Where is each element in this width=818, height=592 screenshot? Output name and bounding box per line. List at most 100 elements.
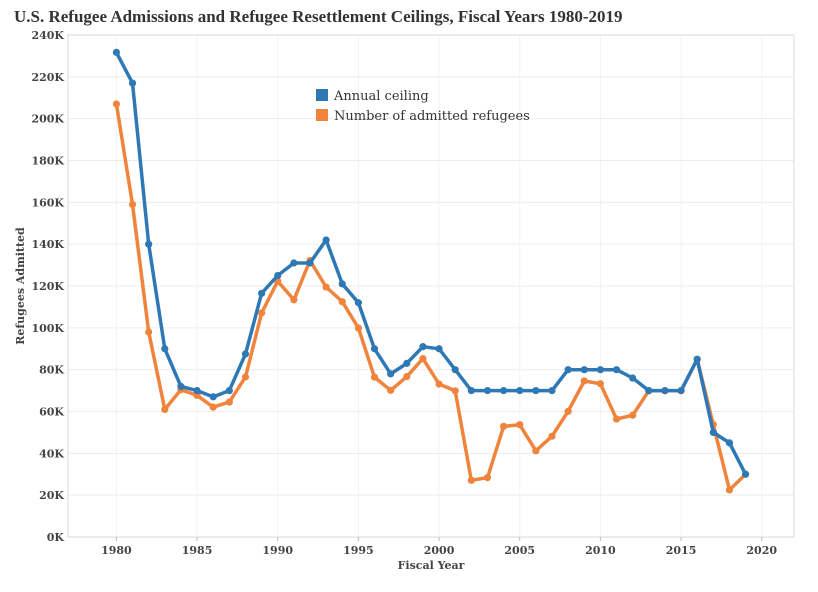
y-axis-title: Refugees Admitted [14, 227, 27, 345]
data-point[interactable] [564, 407, 572, 415]
data-point[interactable] [112, 48, 120, 56]
data-point[interactable] [564, 366, 572, 374]
x-tick-label: 2015 [666, 544, 697, 557]
data-point[interactable] [258, 289, 266, 297]
plot-area [67, 34, 795, 538]
series-0 [112, 48, 750, 478]
data-point[interactable] [516, 421, 524, 429]
data-point[interactable] [403, 359, 411, 367]
data-point[interactable] [532, 447, 540, 455]
data-point[interactable] [612, 415, 621, 423]
x-tick-label: 1995 [343, 544, 374, 557]
data-point[interactable] [645, 386, 653, 395]
data-point[interactable] [370, 345, 379, 353]
data-point[interactable] [370, 373, 379, 381]
data-point[interactable] [128, 79, 137, 87]
y-tick-label: 220K [31, 71, 64, 84]
data-point[interactable] [629, 374, 637, 382]
data-point[interactable] [725, 439, 734, 447]
data-point[interactable] [693, 355, 701, 363]
data-point[interactable] [225, 386, 233, 395]
data-point[interactable] [161, 345, 169, 353]
y-tick-label: 0K [47, 531, 65, 544]
data-point[interactable] [128, 200, 137, 209]
data-point[interactable] [209, 403, 217, 411]
data-point[interactable] [580, 366, 588, 374]
y-tick-label: 180K [31, 155, 64, 168]
data-point[interactable] [209, 393, 217, 401]
chart-title: U.S. Refugee Admissions and Refugee Rese… [14, 7, 623, 26]
data-point[interactable] [241, 373, 250, 381]
y-tick-label: 100K [31, 322, 64, 335]
data-point[interactable] [467, 386, 475, 395]
data-point[interactable] [338, 280, 346, 288]
data-point[interactable] [500, 422, 508, 430]
x-axis: 1980 1985 1990 1995 2000 2005 2010 2015 2020 [101, 537, 777, 557]
data-point[interactable] [596, 366, 605, 374]
data-point[interactable] [435, 380, 443, 388]
data-point[interactable] [193, 386, 201, 395]
data-point[interactable] [225, 398, 233, 406]
data-point[interactable] [322, 283, 330, 291]
y-tick-label: 20K [39, 489, 64, 502]
series-1 [112, 100, 750, 494]
data-point[interactable] [532, 386, 540, 395]
x-tick-label: 1980 [101, 544, 132, 557]
data-point[interactable] [516, 386, 524, 395]
data-point[interactable] [661, 386, 669, 395]
data-point[interactable] [548, 432, 556, 440]
data-point[interactable] [145, 328, 153, 336]
data-point[interactable] [419, 343, 427, 351]
data-point[interactable] [112, 100, 120, 108]
data-point[interactable] [677, 386, 685, 395]
data-point[interactable] [354, 324, 362, 332]
data-point[interactable] [290, 296, 298, 304]
data-point[interactable] [451, 366, 459, 374]
data-point[interactable] [258, 309, 266, 317]
legend-item-annual-ceiling[interactable]: Annual ceiling [316, 89, 429, 104]
data-point[interactable] [306, 259, 314, 267]
y-axis: 0K 20K 40K 60K 80K 100K 120K 140K 160K 180K 200K 22… [31, 29, 64, 544]
data-point[interactable] [387, 370, 395, 378]
data-point[interactable] [145, 240, 153, 248]
data-point[interactable] [435, 345, 443, 353]
data-point[interactable] [354, 299, 362, 307]
y-tick-label: 60K [39, 406, 64, 419]
x-tick-label: 1990 [262, 544, 293, 557]
data-point[interactable] [403, 372, 411, 381]
data-point[interactable] [629, 411, 637, 419]
data-point[interactable] [742, 470, 750, 478]
series-line [114, 102, 748, 492]
data-point[interactable] [596, 380, 605, 388]
data-point[interactable] [500, 386, 508, 395]
y-tick-label: 200K [31, 113, 64, 126]
data-point[interactable] [451, 387, 459, 395]
data-point[interactable] [725, 486, 734, 494]
data-point[interactable] [274, 271, 282, 280]
data-point[interactable] [338, 298, 346, 306]
data-point[interactable] [387, 386, 395, 394]
y-tick-label: 140K [31, 238, 64, 251]
data-point[interactable] [161, 405, 169, 414]
data-point[interactable] [483, 473, 492, 482]
x-tick-label: 1985 [182, 544, 213, 557]
data-point[interactable] [548, 386, 556, 395]
data-point[interactable] [177, 382, 185, 390]
data-point[interactable] [467, 476, 475, 484]
data-point[interactable] [290, 259, 298, 267]
data-point[interactable] [580, 377, 588, 385]
legend[interactable]: Annual ceiling Number of admitted refuge… [316, 89, 530, 124]
data-point[interactable] [241, 350, 250, 358]
x-tick-label: 2010 [585, 544, 616, 557]
data-point[interactable] [612, 366, 621, 374]
x-tick-label: 2005 [504, 544, 535, 557]
y-tick-label: 240K [31, 29, 64, 42]
data-point[interactable] [322, 236, 330, 244]
data-point[interactable] [419, 354, 427, 363]
data-point[interactable] [483, 386, 492, 395]
data-point[interactable] [709, 428, 717, 437]
series [112, 48, 750, 494]
legend-item-admitted-refugees[interactable]: Number of admitted refugees [316, 109, 530, 124]
legend-swatch-annual-ceiling [316, 89, 328, 101]
